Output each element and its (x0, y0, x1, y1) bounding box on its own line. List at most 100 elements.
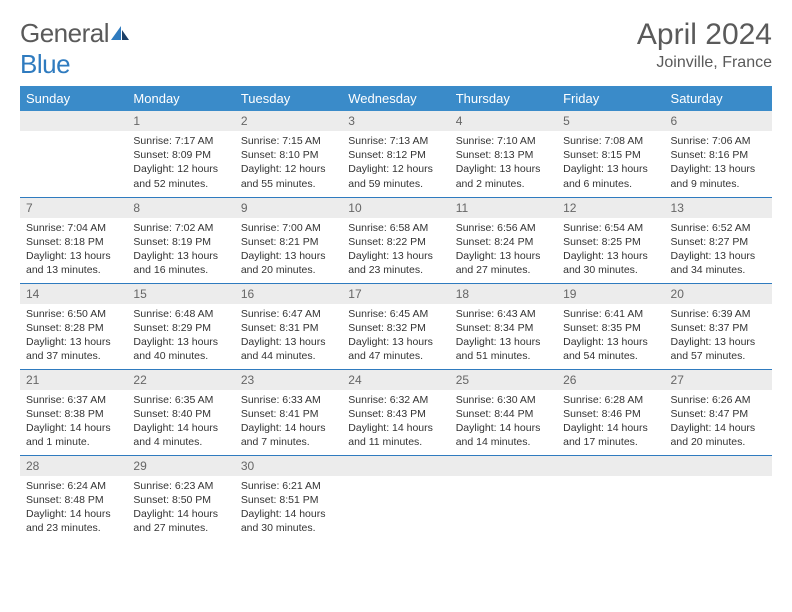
empty-day (557, 456, 664, 476)
day-details: Sunrise: 7:08 AMSunset: 8:15 PMDaylight:… (557, 131, 664, 195)
day-daylight: Daylight: 13 hours and 13 minutes. (26, 249, 121, 277)
calendar-day-cell: 29Sunrise: 6:23 AMSunset: 8:50 PMDayligh… (127, 455, 234, 541)
calendar-day-cell: 20Sunrise: 6:39 AMSunset: 8:37 PMDayligh… (665, 283, 772, 369)
day-details: Sunrise: 6:35 AMSunset: 8:40 PMDaylight:… (127, 390, 234, 454)
day-details: Sunrise: 6:45 AMSunset: 8:32 PMDaylight:… (342, 304, 449, 368)
day-number: 2 (235, 111, 342, 131)
calendar-day-cell: 8Sunrise: 7:02 AMSunset: 8:19 PMDaylight… (127, 197, 234, 283)
day-daylight: Daylight: 14 hours and 30 minutes. (241, 507, 336, 535)
calendar-day-cell: 23Sunrise: 6:33 AMSunset: 8:41 PMDayligh… (235, 369, 342, 455)
weekday-header-row: Sunday Monday Tuesday Wednesday Thursday… (20, 86, 772, 111)
day-sunset: Sunset: 8:19 PM (133, 235, 228, 249)
calendar-day-cell: 26Sunrise: 6:28 AMSunset: 8:46 PMDayligh… (557, 369, 664, 455)
calendar-table: Sunday Monday Tuesday Wednesday Thursday… (20, 86, 772, 541)
calendar-day-cell: 25Sunrise: 6:30 AMSunset: 8:44 PMDayligh… (450, 369, 557, 455)
day-sunset: Sunset: 8:21 PM (241, 235, 336, 249)
day-number: 29 (127, 456, 234, 476)
day-daylight: Daylight: 13 hours and 47 minutes. (348, 335, 443, 363)
day-sunrise: Sunrise: 6:56 AM (456, 221, 551, 235)
weekday-header: Saturday (665, 86, 772, 111)
day-details: Sunrise: 6:48 AMSunset: 8:29 PMDaylight:… (127, 304, 234, 368)
day-sunset: Sunset: 8:51 PM (241, 493, 336, 507)
day-sunrise: Sunrise: 6:35 AM (133, 393, 228, 407)
calendar-day-cell: 22Sunrise: 6:35 AMSunset: 8:40 PMDayligh… (127, 369, 234, 455)
title-block: April 2024 Joinville, France (637, 18, 772, 72)
day-number: 18 (450, 284, 557, 304)
weekday-header: Friday (557, 86, 664, 111)
day-number: 1 (127, 111, 234, 131)
day-number: 26 (557, 370, 664, 390)
calendar-day-cell: 6Sunrise: 7:06 AMSunset: 8:16 PMDaylight… (665, 111, 772, 197)
day-details: Sunrise: 6:26 AMSunset: 8:47 PMDaylight:… (665, 390, 772, 454)
weekday-header: Sunday (20, 86, 127, 111)
day-details: Sunrise: 6:30 AMSunset: 8:44 PMDaylight:… (450, 390, 557, 454)
day-number: 11 (450, 198, 557, 218)
day-sunset: Sunset: 8:32 PM (348, 321, 443, 335)
calendar-day-cell: 17Sunrise: 6:45 AMSunset: 8:32 PMDayligh… (342, 283, 449, 369)
day-sunset: Sunset: 8:15 PM (563, 148, 658, 162)
day-details: Sunrise: 6:58 AMSunset: 8:22 PMDaylight:… (342, 218, 449, 282)
day-number: 12 (557, 198, 664, 218)
day-sunset: Sunset: 8:31 PM (241, 321, 336, 335)
day-details: Sunrise: 6:43 AMSunset: 8:34 PMDaylight:… (450, 304, 557, 368)
day-sunrise: Sunrise: 6:30 AM (456, 393, 551, 407)
day-sunrise: Sunrise: 6:33 AM (241, 393, 336, 407)
day-sunrise: Sunrise: 7:08 AM (563, 134, 658, 148)
day-daylight: Daylight: 13 hours and 6 minutes. (563, 162, 658, 190)
day-sunset: Sunset: 8:27 PM (671, 235, 766, 249)
day-daylight: Daylight: 13 hours and 30 minutes. (563, 249, 658, 277)
weekday-header: Monday (127, 86, 234, 111)
day-sunrise: Sunrise: 6:47 AM (241, 307, 336, 321)
day-daylight: Daylight: 13 hours and 2 minutes. (456, 162, 551, 190)
day-sunset: Sunset: 8:13 PM (456, 148, 551, 162)
day-sunset: Sunset: 8:44 PM (456, 407, 551, 421)
day-details: Sunrise: 7:00 AMSunset: 8:21 PMDaylight:… (235, 218, 342, 282)
day-sunrise: Sunrise: 6:43 AM (456, 307, 551, 321)
day-details: Sunrise: 7:04 AMSunset: 8:18 PMDaylight:… (20, 218, 127, 282)
day-daylight: Daylight: 14 hours and 14 minutes. (456, 421, 551, 449)
day-details: Sunrise: 7:02 AMSunset: 8:19 PMDaylight:… (127, 218, 234, 282)
day-sunset: Sunset: 8:10 PM (241, 148, 336, 162)
day-daylight: Daylight: 13 hours and 16 minutes. (133, 249, 228, 277)
day-number: 6 (665, 111, 772, 131)
calendar-day-cell: 11Sunrise: 6:56 AMSunset: 8:24 PMDayligh… (450, 197, 557, 283)
day-sunrise: Sunrise: 6:24 AM (26, 479, 121, 493)
empty-day (20, 111, 127, 131)
day-details: Sunrise: 6:33 AMSunset: 8:41 PMDaylight:… (235, 390, 342, 454)
day-number: 28 (20, 456, 127, 476)
day-details: Sunrise: 7:10 AMSunset: 8:13 PMDaylight:… (450, 131, 557, 195)
day-daylight: Daylight: 13 hours and 57 minutes. (671, 335, 766, 363)
day-number: 21 (20, 370, 127, 390)
calendar-day-cell: 1Sunrise: 7:17 AMSunset: 8:09 PMDaylight… (127, 111, 234, 197)
empty-day (450, 456, 557, 476)
day-details: Sunrise: 6:23 AMSunset: 8:50 PMDaylight:… (127, 476, 234, 540)
day-sunset: Sunset: 8:29 PM (133, 321, 228, 335)
calendar-day-cell: 19Sunrise: 6:41 AMSunset: 8:35 PMDayligh… (557, 283, 664, 369)
day-daylight: Daylight: 13 hours and 34 minutes. (671, 249, 766, 277)
day-number: 8 (127, 198, 234, 218)
day-sunrise: Sunrise: 6:50 AM (26, 307, 121, 321)
day-number: 30 (235, 456, 342, 476)
day-details: Sunrise: 6:21 AMSunset: 8:51 PMDaylight:… (235, 476, 342, 540)
day-number: 14 (20, 284, 127, 304)
calendar-week-row: 1Sunrise: 7:17 AMSunset: 8:09 PMDaylight… (20, 111, 772, 197)
day-details: Sunrise: 6:24 AMSunset: 8:48 PMDaylight:… (20, 476, 127, 540)
day-details: Sunrise: 7:06 AMSunset: 8:16 PMDaylight:… (665, 131, 772, 195)
calendar-day-cell: 18Sunrise: 6:43 AMSunset: 8:34 PMDayligh… (450, 283, 557, 369)
day-sunrise: Sunrise: 6:26 AM (671, 393, 766, 407)
calendar-week-row: 21Sunrise: 6:37 AMSunset: 8:38 PMDayligh… (20, 369, 772, 455)
day-sunset: Sunset: 8:28 PM (26, 321, 121, 335)
day-sunset: Sunset: 8:50 PM (133, 493, 228, 507)
day-sunset: Sunset: 8:40 PM (133, 407, 228, 421)
calendar-day-cell: 15Sunrise: 6:48 AMSunset: 8:29 PMDayligh… (127, 283, 234, 369)
day-details: Sunrise: 6:37 AMSunset: 8:38 PMDaylight:… (20, 390, 127, 454)
day-details: Sunrise: 6:32 AMSunset: 8:43 PMDaylight:… (342, 390, 449, 454)
calendar-week-row: 7Sunrise: 7:04 AMSunset: 8:18 PMDaylight… (20, 197, 772, 283)
day-sunrise: Sunrise: 6:45 AM (348, 307, 443, 321)
calendar-day-cell (665, 455, 772, 541)
sail-icon (109, 18, 131, 49)
day-sunrise: Sunrise: 6:52 AM (671, 221, 766, 235)
calendar-day-cell: 14Sunrise: 6:50 AMSunset: 8:28 PMDayligh… (20, 283, 127, 369)
calendar-day-cell: 12Sunrise: 6:54 AMSunset: 8:25 PMDayligh… (557, 197, 664, 283)
day-details: Sunrise: 6:52 AMSunset: 8:27 PMDaylight:… (665, 218, 772, 282)
